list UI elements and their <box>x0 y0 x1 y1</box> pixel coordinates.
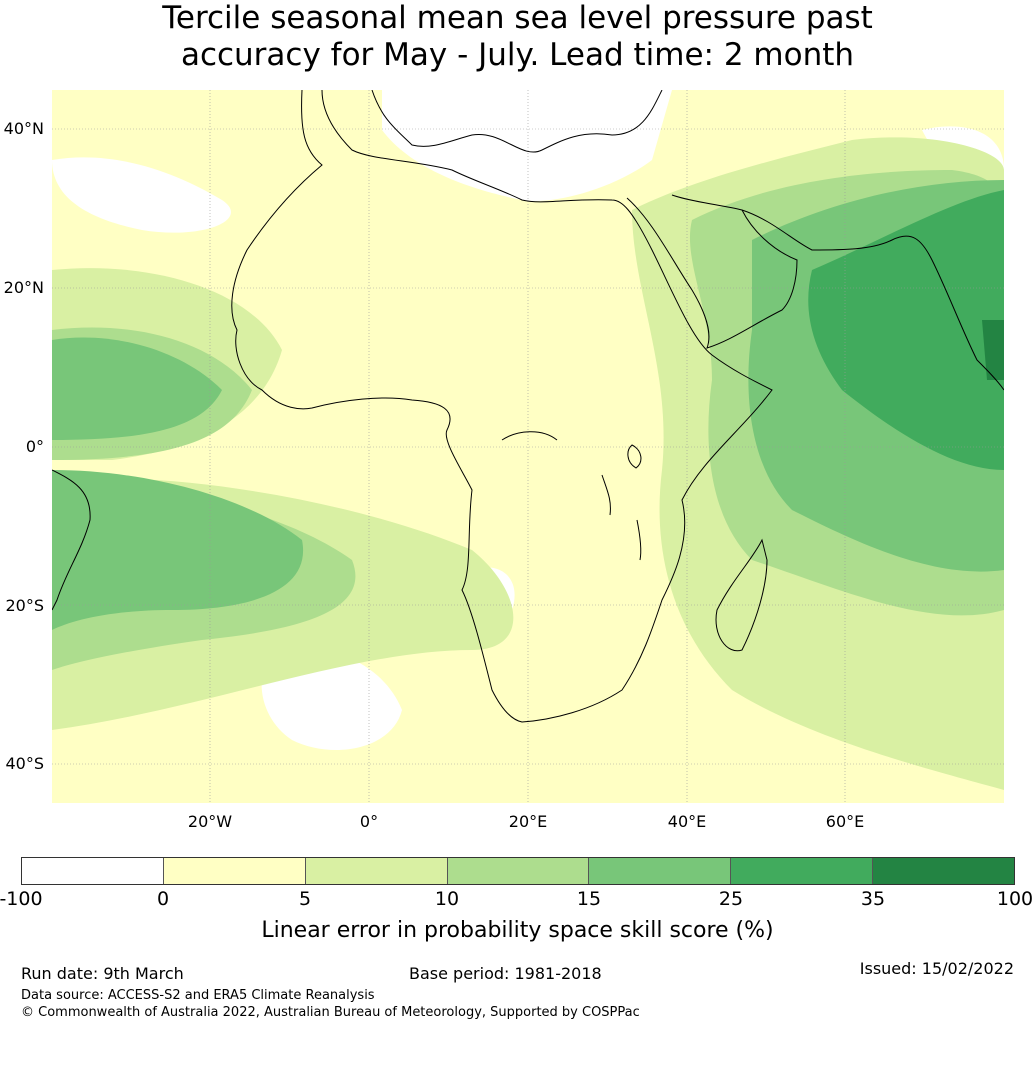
colorbar-tick-label: 5 <box>298 888 312 910</box>
chart-title: Tercile seasonal mean sea level pressure… <box>0 0 1035 74</box>
lon-label-60e: 60°E <box>825 812 865 831</box>
colorbar-segment <box>447 858 590 884</box>
base-period: Base period: 1981-2018 <box>409 964 602 983</box>
lat-label-20s: 20°S <box>5 596 44 615</box>
graticule <box>52 90 1004 803</box>
lat-label-40s: 40°S <box>5 754 44 773</box>
lat-label-20n: 20°N <box>3 278 44 297</box>
skill-field-25-35 <box>808 190 1004 470</box>
skill-field-negative <box>52 157 231 233</box>
map-svg <box>52 90 1004 803</box>
lon-label-20w: 20°W <box>187 812 233 831</box>
skill-field-negative <box>382 90 672 201</box>
copyright: © Commonwealth of Australia 2022, Austra… <box>21 1005 640 1020</box>
lat-label-40n: 40°N <box>3 119 44 138</box>
run-date: Run date: 9th March <box>21 964 184 983</box>
colorbar-tick-label: 25 <box>718 888 744 910</box>
colorbar-segment <box>305 858 448 884</box>
colorbar <box>21 857 1015 885</box>
skill-score-map <box>52 90 1004 803</box>
colorbar-tick-label: 15 <box>576 888 602 910</box>
colorbar-segment <box>589 858 732 884</box>
lat-label-0: 0° <box>25 437 44 456</box>
coastlines <box>52 90 1004 723</box>
colorbar-tick-label: 0 <box>156 888 170 910</box>
issued-date: Issued: 15/02/2022 <box>859 959 1014 978</box>
colorbar-segment <box>731 858 874 884</box>
colorbar-label: Linear error in probability space skill … <box>261 918 774 943</box>
skill-field-15-25 <box>52 470 304 630</box>
colorbar-segment <box>873 858 1015 884</box>
data-source: Data source: ACCESS-S2 and ERA5 Climate … <box>21 988 375 1003</box>
colorbar-segment <box>22 858 164 884</box>
lon-label-0: 0° <box>359 812 379 831</box>
skill-field-15-25 <box>52 337 222 440</box>
colorbar-segment <box>163 858 306 884</box>
colorbar-tick-label: 10 <box>434 888 460 910</box>
lon-label-20e: 20°E <box>508 812 548 831</box>
colorbar-tick-label: 35 <box>860 888 886 910</box>
title-line-2: accuracy for May - July. Lead time: 2 mo… <box>180 37 855 73</box>
title-line-1: Tercile seasonal mean sea level pressure… <box>162 0 873 36</box>
colorbar-tick-label: 100 <box>996 888 1034 910</box>
skill-field-35-100 <box>982 320 1004 380</box>
colorbar-tick-label: -100 <box>0 888 43 910</box>
lon-label-40e: 40°E <box>667 812 707 831</box>
